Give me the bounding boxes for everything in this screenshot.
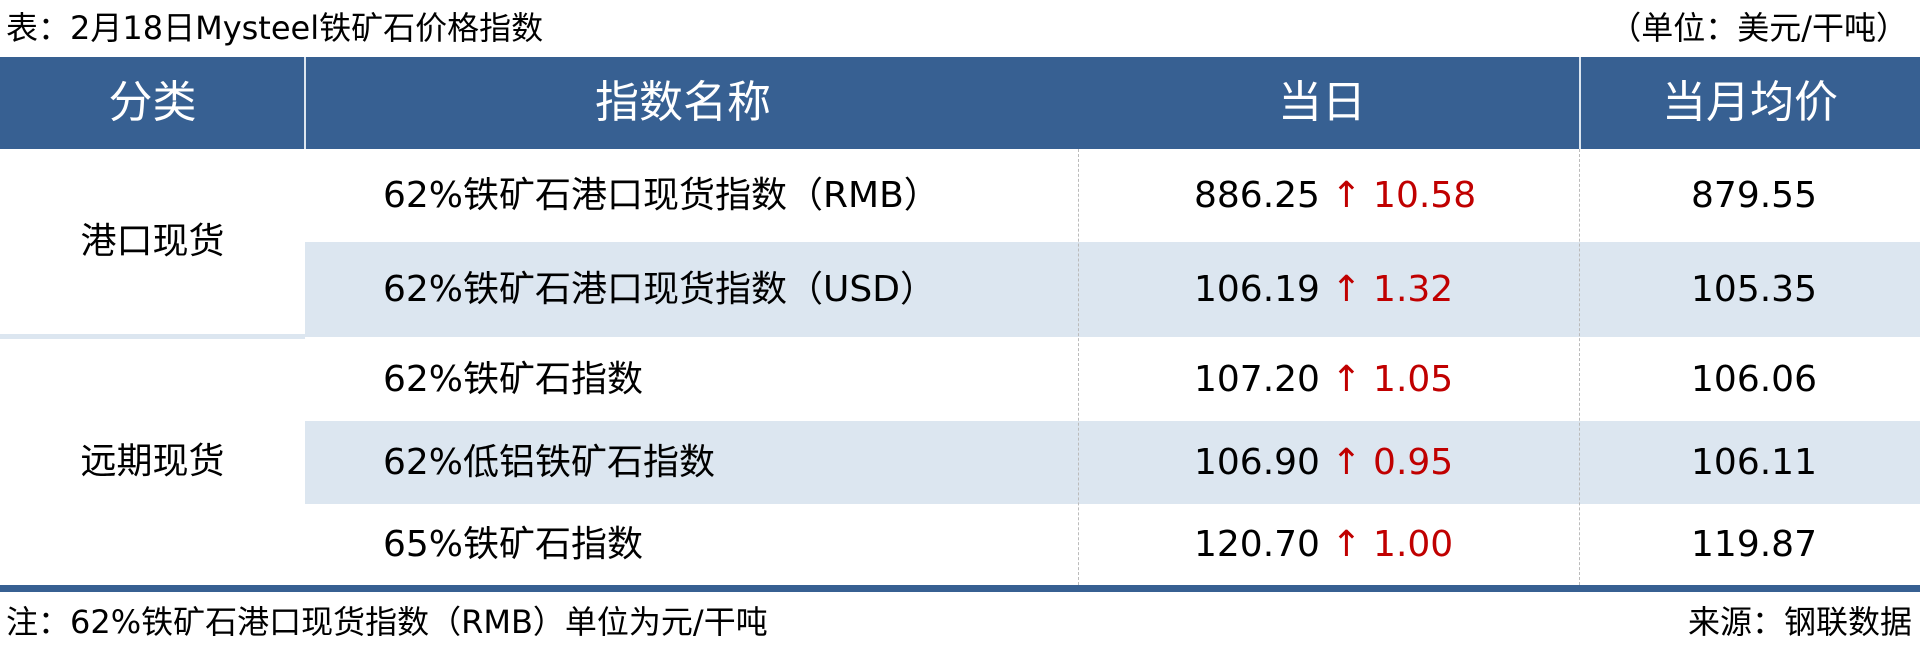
- table-row: 62%铁矿石港口现货指数（RMB） 886.25 ↑ 10.58 879.55: [305, 149, 1920, 242]
- footnote: 注：62%铁矿石港口现货指数（RMB）单位为元/干吨: [6, 603, 768, 641]
- table-row: 65%铁矿石指数 120.70 ↑ 1.00 119.87: [305, 504, 1920, 585]
- today-value: 106.19 ↑ 1.32: [1194, 242, 1453, 337]
- index-name: 65%铁矿石指数: [383, 524, 644, 565]
- change-value: 1.00: [1373, 524, 1454, 565]
- arrow-up-icon: ↑: [1331, 524, 1362, 565]
- change-value: 1.32: [1373, 269, 1454, 310]
- month-avg-value: 106.11: [1691, 442, 1817, 483]
- month-avg-value: 879.55: [1691, 175, 1817, 216]
- month-avg-value: 119.87: [1691, 524, 1817, 565]
- table-row: 62%铁矿石港口现货指数（USD） 106.19 ↑ 1.32 105.35: [305, 242, 1920, 337]
- table-row: 62%铁矿石指数 107.20 ↑ 1.05 106.06: [305, 339, 1920, 421]
- table-title: 表：2月18日Mysteel铁矿石价格指数: [6, 9, 544, 47]
- header-month-avg: 当月均价: [1662, 77, 1838, 128]
- today-price: 107.20: [1194, 359, 1320, 400]
- today-value: 106.90 ↑ 0.95: [1194, 421, 1453, 504]
- change-value: 1.05: [1373, 359, 1454, 400]
- change-value: 0.95: [1373, 442, 1454, 483]
- header-index-name: 指数名称: [595, 77, 771, 128]
- arrow-up-icon: ↑: [1331, 175, 1362, 216]
- arrow-up-icon: ↑: [1331, 359, 1362, 400]
- today-price: 886.25: [1194, 175, 1320, 216]
- month-avg-value: 105.35: [1691, 269, 1817, 310]
- index-name: 62%低铝铁矿石指数: [383, 442, 716, 483]
- source-label: 来源：钢联数据: [1687, 603, 1912, 641]
- category-forward-spot: 远期现货: [80, 441, 225, 482]
- table-row: 62%低铝铁矿石指数 106.90 ↑ 0.95 106.11: [305, 421, 1920, 504]
- unit-label: （单位：美元/干吨）: [1609, 9, 1908, 47]
- table-header: 分类 指数名称 当日 当月均价: [0, 57, 1920, 149]
- column-divider: [1579, 149, 1580, 585]
- header-today: 当日: [1278, 77, 1366, 128]
- header-divider: [1579, 57, 1581, 149]
- arrow-up-icon: ↑: [1331, 269, 1362, 310]
- group-divider: [0, 334, 305, 339]
- index-name: 62%铁矿石港口现货指数（RMB）: [383, 175, 940, 216]
- today-price: 106.90: [1194, 442, 1320, 483]
- index-name: 62%铁矿石指数: [383, 359, 644, 400]
- arrow-up-icon: ↑: [1331, 442, 1362, 483]
- header-category: 分类: [108, 77, 197, 128]
- today-price: 106.19: [1194, 269, 1320, 310]
- index-name: 62%铁矿石港口现货指数（USD）: [383, 269, 936, 310]
- column-divider: [1078, 149, 1079, 585]
- change-value: 10.58: [1373, 175, 1477, 216]
- today-value: 107.20 ↑ 1.05: [1194, 339, 1453, 421]
- today-price: 120.70: [1194, 524, 1320, 565]
- table-bottom-border: [0, 585, 1920, 592]
- today-value: 886.25 ↑ 10.58: [1194, 149, 1476, 242]
- header-divider: [304, 57, 306, 149]
- today-value: 120.70 ↑ 1.00: [1194, 504, 1453, 585]
- category-port-spot: 港口现货: [80, 221, 225, 262]
- month-avg-value: 106.06: [1691, 359, 1817, 400]
